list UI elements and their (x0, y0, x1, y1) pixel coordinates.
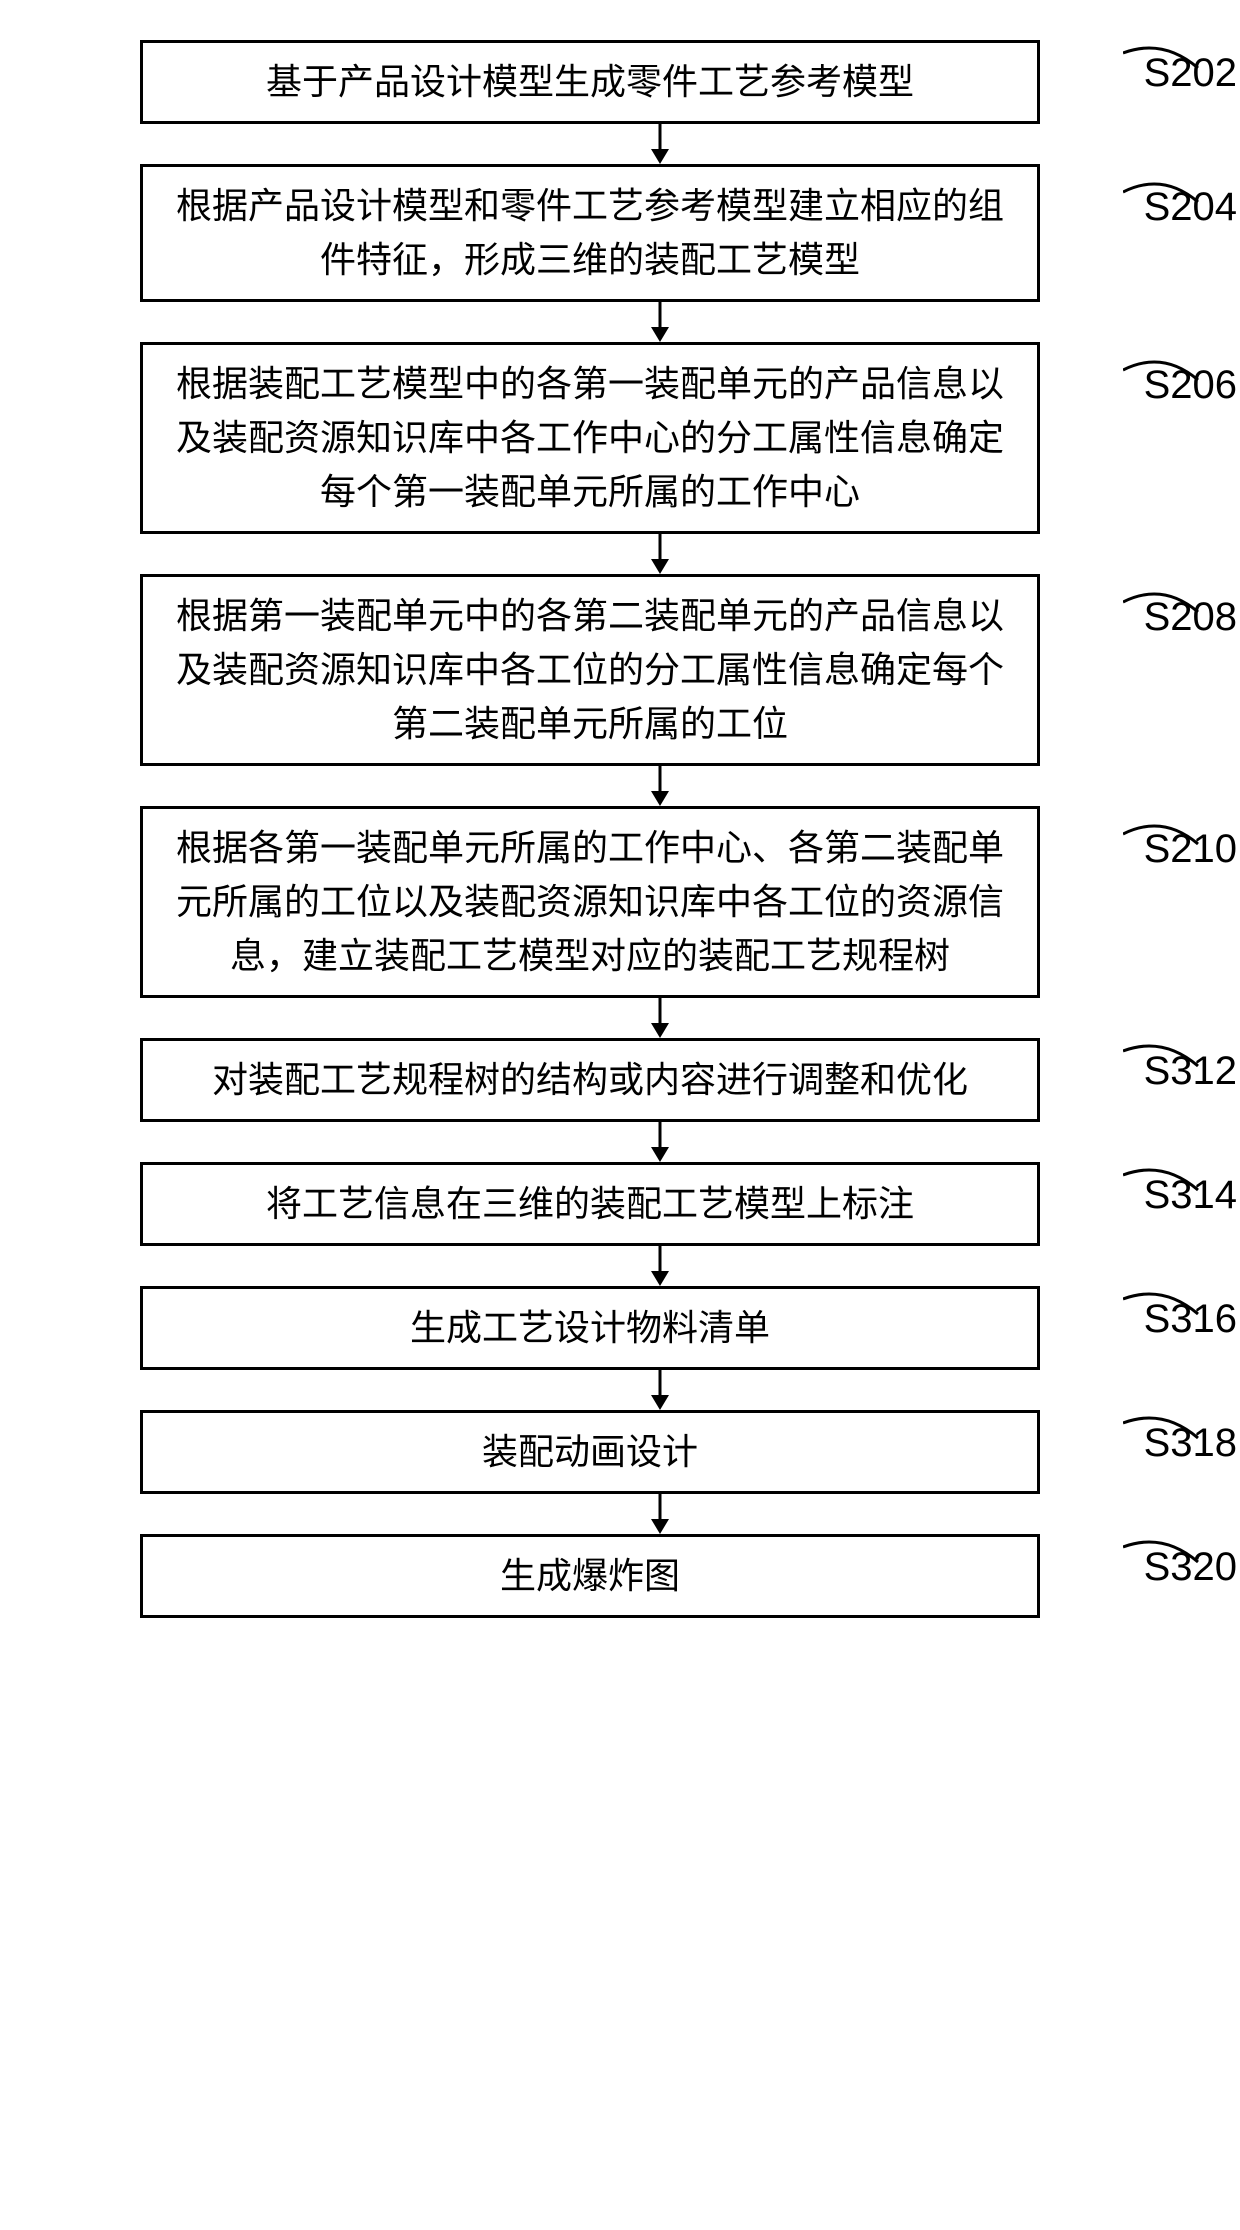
step-text: 基于产品设计模型生成零件工艺参考模型 (266, 62, 914, 102)
step-box-s202: 基于产品设计模型生成零件工艺参考模型 S202 (140, 40, 1040, 124)
arrow-down (210, 302, 1110, 342)
step-box-s210: 根据各第一装配单元所属的工作中心、各第二装配单元所属的工位以及装配资源知识库中各… (140, 806, 1040, 998)
arrow-down (210, 998, 1110, 1038)
arrow-down (210, 124, 1110, 164)
arrow-down (210, 1370, 1110, 1410)
step-box-s206: 根据装配工艺模型中的各第一装配单元的产品信息以及装配资源知识库中各工作中心的分工… (140, 342, 1040, 534)
step-box-s204: 根据产品设计模型和零件工艺参考模型建立相应的组件特征，形成三维的装配工艺模型 S… (140, 164, 1040, 302)
step-row: 根据产品设计模型和零件工艺参考模型建立相应的组件特征，形成三维的装配工艺模型 S… (60, 164, 1180, 302)
step-box-s314: 将工艺信息在三维的装配工艺模型上标注 S314 (140, 1162, 1040, 1246)
step-box-s318: 装配动画设计 S318 (140, 1410, 1040, 1494)
step-label: S320 (1144, 1537, 1237, 1597)
step-label: S318 (1144, 1413, 1237, 1473)
arrow-down (210, 1494, 1110, 1534)
step-text: 根据产品设计模型和零件工艺参考模型建立相应的组件特征，形成三维的装配工艺模型 (176, 186, 1004, 280)
step-label: S210 (1144, 819, 1237, 879)
step-row: 将工艺信息在三维的装配工艺模型上标注 S314 (60, 1162, 1180, 1246)
step-box-s312: 对装配工艺规程树的结构或内容进行调整和优化 S312 (140, 1038, 1040, 1122)
step-box-s208: 根据第一装配单元中的各第二装配单元的产品信息以及装配资源知识库中各工位的分工属性… (140, 574, 1040, 766)
step-label: S208 (1144, 587, 1237, 647)
arrow-down (210, 1122, 1110, 1162)
step-box-s320: 生成爆炸图 S320 (140, 1534, 1040, 1618)
step-text: 生成工艺设计物料清单 (410, 1308, 770, 1348)
step-row: 根据装配工艺模型中的各第一装配单元的产品信息以及装配资源知识库中各工作中心的分工… (60, 342, 1180, 534)
step-text: 生成爆炸图 (500, 1556, 680, 1596)
step-row: 根据各第一装配单元所属的工作中心、各第二装配单元所属的工位以及装配资源知识库中各… (60, 806, 1180, 998)
arrow-down (210, 534, 1110, 574)
step-label: S312 (1144, 1041, 1237, 1101)
arrow-down (210, 766, 1110, 806)
step-label: S204 (1144, 177, 1237, 237)
step-text: 对装配工艺规程树的结构或内容进行调整和优化 (212, 1060, 968, 1100)
step-label: S314 (1144, 1165, 1237, 1225)
step-text: 根据各第一装配单元所属的工作中心、各第二装配单元所属的工位以及装配资源知识库中各… (176, 828, 1004, 976)
step-text: 根据第一装配单元中的各第二装配单元的产品信息以及装配资源知识库中各工位的分工属性… (176, 596, 1004, 744)
step-label: S202 (1144, 43, 1237, 103)
step-text: 装配动画设计 (482, 1432, 698, 1472)
step-text: 根据装配工艺模型中的各第一装配单元的产品信息以及装配资源知识库中各工作中心的分工… (176, 364, 1004, 512)
step-row: 装配动画设计 S318 (60, 1410, 1180, 1494)
step-row: 生成工艺设计物料清单 S316 (60, 1286, 1180, 1370)
step-row: 基于产品设计模型生成零件工艺参考模型 S202 (60, 40, 1180, 124)
step-row: 生成爆炸图 S320 (60, 1534, 1180, 1618)
arrow-down (210, 1246, 1110, 1286)
flowchart-container: 基于产品设计模型生成零件工艺参考模型 S202 根据产品设计模型和零件工艺参考模… (60, 40, 1180, 1618)
step-label: S316 (1144, 1289, 1237, 1349)
step-row: 根据第一装配单元中的各第二装配单元的产品信息以及装配资源知识库中各工位的分工属性… (60, 574, 1180, 766)
step-label: S206 (1144, 355, 1237, 415)
step-row: 对装配工艺规程树的结构或内容进行调整和优化 S312 (60, 1038, 1180, 1122)
step-box-s316: 生成工艺设计物料清单 S316 (140, 1286, 1040, 1370)
step-text: 将工艺信息在三维的装配工艺模型上标注 (266, 1184, 914, 1224)
